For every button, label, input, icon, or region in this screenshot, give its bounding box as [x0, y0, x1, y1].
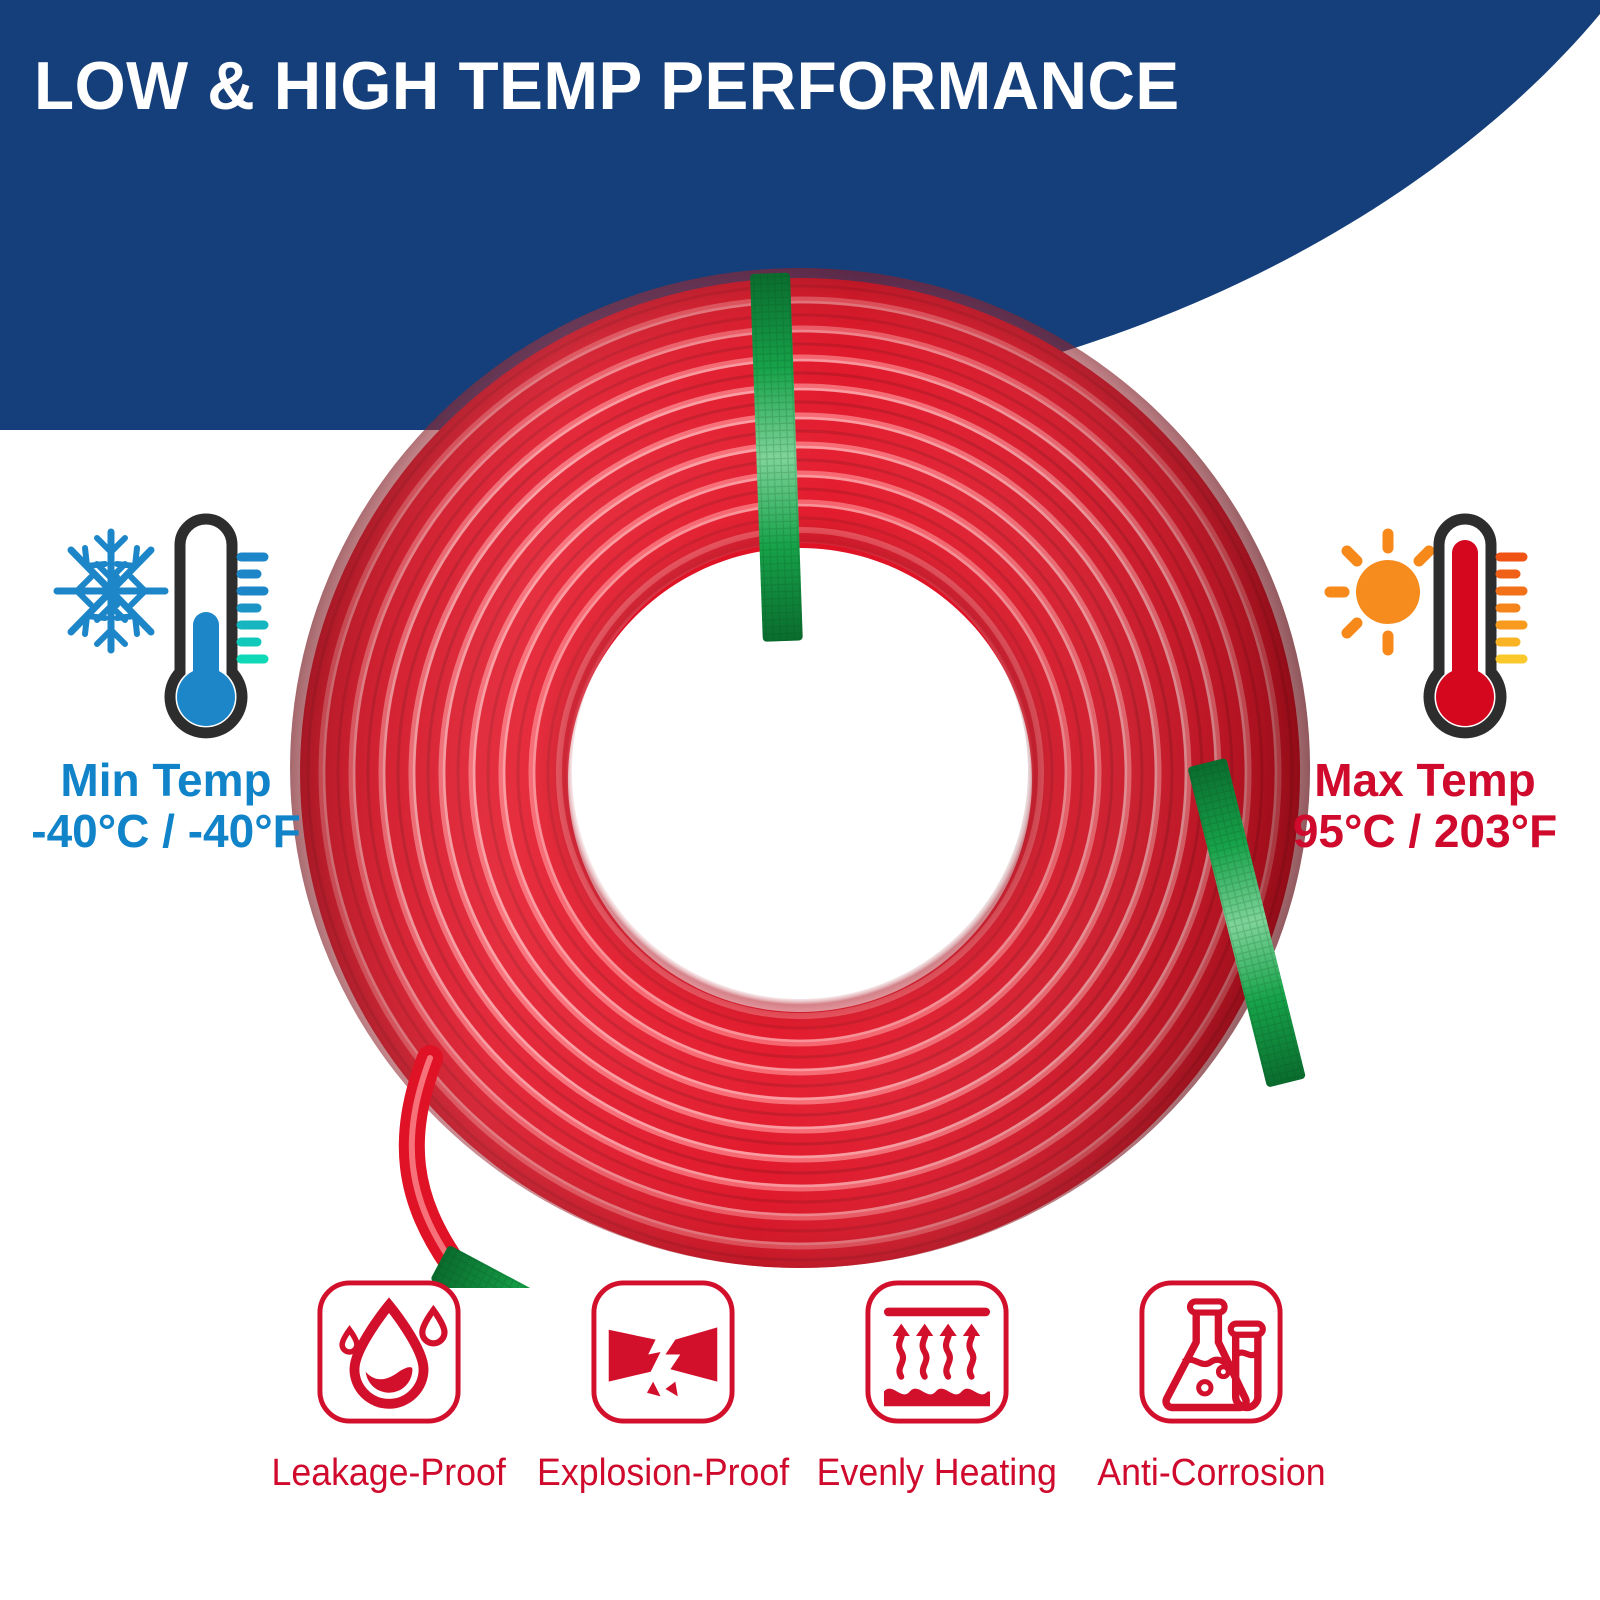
min-temp-label: Min Temp — [60, 754, 272, 806]
temperature-scale-ticks — [1495, 552, 1528, 664]
feature-label: Explosion-Proof — [536, 1452, 790, 1494]
feature-item: Leakage-Proof — [258, 1278, 520, 1495]
max-temp-value: 95°C / 203°F — [1292, 804, 1558, 857]
rising-heat-waves-icon — [865, 1280, 1009, 1424]
water-droplet-icon — [317, 1280, 461, 1424]
snowflake-icon — [53, 528, 169, 654]
flask-test-tube-icon — [1139, 1280, 1283, 1424]
feature-item: Explosion-Proof — [532, 1278, 794, 1495]
coil-illustration — [290, 268, 1311, 1449]
min-temp-block: Min Temp -40°C / -40°F — [6, 500, 326, 857]
feature-label: Leakage-Proof — [271, 1452, 507, 1494]
coil-body — [290, 268, 1311, 1281]
page-title: LOW & HIGH TEMP PERFORMANCE — [34, 48, 1180, 124]
feature-list: Leakage-Proof Explosion-Proof — [258, 1278, 1342, 1568]
max-temp-block: Max Temp 95°C / 203°F — [1262, 500, 1588, 857]
thermometer-mercury — [177, 612, 235, 726]
feature-label: Anti-Corrosion — [1096, 1452, 1326, 1494]
sun-icon — [1324, 528, 1435, 656]
header-banner: LOW & HIGH TEMP PERFORMANCE — [0, 0, 1600, 430]
feature-label: Evenly Heating — [816, 1452, 1058, 1494]
feature-item: Anti-Corrosion — [1080, 1278, 1342, 1495]
feature-item: Evenly Heating — [806, 1278, 1068, 1495]
max-temp-label: Max Temp — [1314, 754, 1536, 806]
cracked-pipe-icon — [591, 1280, 735, 1424]
snowflake-thermometer-icon — [53, 513, 269, 739]
header-shape — [0, 0, 1600, 430]
temperature-scale-ticks — [236, 552, 269, 664]
min-temp-value: -40°C / -40°F — [31, 804, 301, 857]
thermometer-mercury — [1436, 540, 1494, 726]
product-image-pex-coil — [280, 258, 1320, 1449]
sun-thermometer-icon — [1324, 513, 1528, 739]
